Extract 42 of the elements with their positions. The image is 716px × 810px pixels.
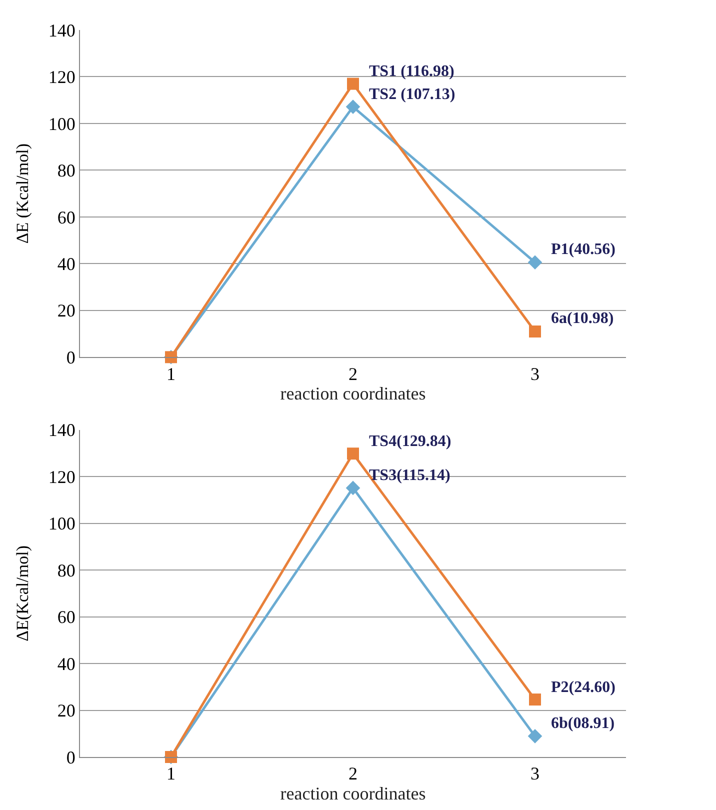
- y-tick-label: 40: [57, 254, 76, 274]
- annotation: 6b(08.91): [551, 715, 615, 732]
- point: [346, 480, 360, 496]
- y-axis-title: ΔE(Kcal/mol): [12, 545, 32, 642]
- y-tick-label: 20: [57, 300, 76, 321]
- y-tick-label: 40: [57, 654, 76, 674]
- x-tick-label: 1: [166, 364, 176, 384]
- point: [529, 325, 541, 338]
- y-tick-label: 80: [57, 560, 76, 580]
- y-tick-label: 20: [57, 700, 76, 721]
- x-axis-title: reaction coordinates: [280, 784, 426, 804]
- y-tick-label: 60: [57, 207, 76, 228]
- y-tick-label: 120: [48, 466, 76, 487]
- point: [528, 255, 542, 270]
- y-tick-label: 80: [57, 160, 76, 181]
- x-tick-label: 3: [530, 764, 540, 784]
- annotation: P1(40.56): [551, 241, 616, 258]
- annotation: TS4(129.84): [369, 433, 452, 450]
- annotation: 6a(10.98): [551, 310, 614, 327]
- y-tick-label: 120: [48, 67, 76, 88]
- annotation: TS1 (116.98): [369, 63, 454, 80]
- y-axis-title: ΔE (Kcal/mol): [12, 143, 32, 244]
- y-tick-label: 0: [66, 347, 76, 368]
- point: [346, 100, 360, 114]
- x-tick-label: 2: [348, 364, 358, 384]
- point: [347, 78, 359, 90]
- y-tick-label: 140: [48, 420, 76, 440]
- annotation: TS2 (107.13): [369, 86, 456, 103]
- annotation: P2(24.60): [551, 679, 616, 696]
- y-tick-label: 100: [48, 114, 76, 134]
- x-tick-label: 2: [348, 764, 358, 784]
- y-tick-label: 140: [48, 20, 76, 40]
- annotation: TS3(115.14): [369, 467, 450, 484]
- x-tick-label: 1: [166, 764, 176, 784]
- y-tick-label: 60: [57, 607, 76, 628]
- y-tick-label: 100: [48, 514, 76, 534]
- x-axis-title: reaction coordinates: [280, 384, 426, 404]
- point: [528, 729, 542, 744]
- x-tick-label: 3: [530, 364, 540, 384]
- point: [529, 694, 541, 706]
- y-tick-label: 0: [66, 747, 76, 768]
- point: [347, 448, 359, 460]
